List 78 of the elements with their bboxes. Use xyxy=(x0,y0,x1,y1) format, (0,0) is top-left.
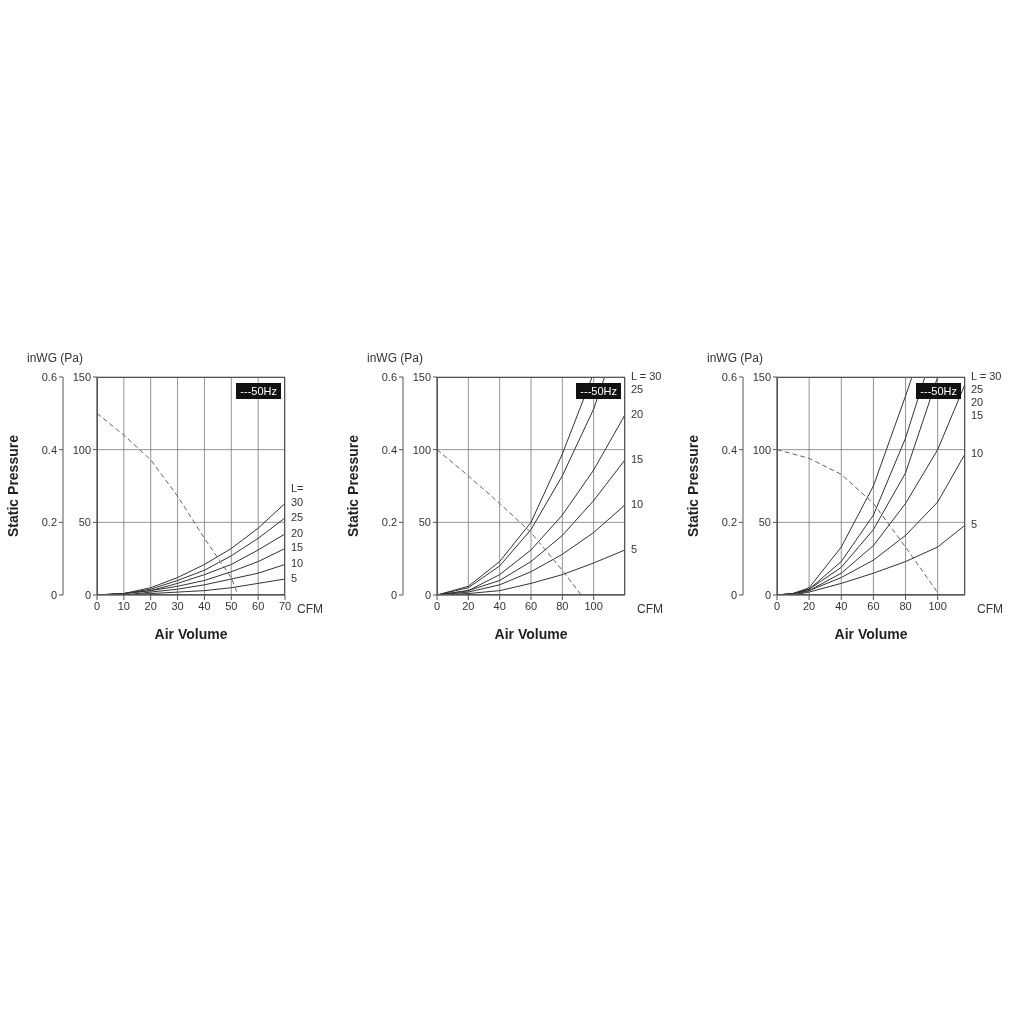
x-tick-label: 60 xyxy=(524,599,538,612)
series-label: 15 xyxy=(971,409,984,422)
annotation: ---50Hz xyxy=(576,383,621,399)
y-tick-label: 0.6 xyxy=(721,370,737,383)
y2-tick-label: 150 xyxy=(72,370,91,383)
y-tick-label: 0 xyxy=(50,588,57,601)
series-label: 5 xyxy=(971,518,978,532)
text: inWG (Pa) xyxy=(367,351,424,365)
annotation: ---50Hz xyxy=(916,383,961,399)
y-tick-label: 0.2 xyxy=(381,516,397,529)
y2-tick-label: 50 xyxy=(418,516,431,529)
x-tick-label: 60 xyxy=(867,599,880,612)
series-label: 10 xyxy=(291,557,304,571)
annotation: ---50Hz xyxy=(236,383,281,399)
y-tick-label: 0.2 xyxy=(721,516,737,529)
y2-tick-label: 100 xyxy=(72,443,91,456)
y-tick-label: 0.4 xyxy=(381,443,397,456)
series-label: 10 xyxy=(971,447,984,461)
series-label: 15 xyxy=(291,541,304,555)
y-tick-label: 0.6 xyxy=(41,370,57,383)
y2-tick-label: 0 xyxy=(424,588,431,601)
x-axis-title: Air Volume xyxy=(154,626,228,642)
x-tick-label: 50 xyxy=(225,599,238,612)
series-label: 5 xyxy=(291,572,298,585)
y2-tick-label: 100 xyxy=(752,443,771,456)
x-tick-label: 40 xyxy=(493,599,506,612)
x-tick-label: 70 xyxy=(278,599,292,612)
text: CFM xyxy=(637,602,663,616)
y-axis-title: Static Pressure xyxy=(344,434,361,537)
x-tick-label: 10 xyxy=(117,599,130,612)
x-tick-label: 20 xyxy=(803,599,816,612)
series-label: 20 xyxy=(631,407,644,421)
series-label: 20 xyxy=(291,526,304,540)
x-tick-label: 40 xyxy=(835,599,848,612)
x-tick-label: 20 xyxy=(462,599,475,612)
y-tick-label: 0.2 xyxy=(41,516,57,529)
x-tick-label: 0 xyxy=(433,599,441,612)
y-tick-label: 0.4 xyxy=(721,443,737,456)
y2-tick-label: 100 xyxy=(412,443,431,456)
text: L = 30 xyxy=(971,370,1002,383)
x-axis-title: Air Volume xyxy=(494,626,568,642)
y-tick-label: 0.6 xyxy=(381,370,397,383)
x-tick-label: 80 xyxy=(899,599,912,612)
y-axis-title: Static Pressure xyxy=(684,434,701,537)
x-tick-label: 0 xyxy=(93,599,101,612)
y-tick-label: 0 xyxy=(730,588,737,601)
series-label: 10 xyxy=(631,497,644,511)
y-tick-label: 0.4 xyxy=(41,443,57,456)
text: 25 xyxy=(971,383,984,396)
text: inWG (Pa) xyxy=(27,351,84,365)
series-label: 30 xyxy=(291,496,304,510)
x-tick-label: 100 xyxy=(928,599,947,612)
x-tick-label: 40 xyxy=(198,599,211,612)
x-tick-label: 100 xyxy=(584,599,603,612)
y2-tick-label: 150 xyxy=(752,370,771,383)
series-label: 5 xyxy=(631,542,638,556)
x-tick-label: 30 xyxy=(171,599,184,612)
text: L= xyxy=(291,482,304,495)
text: inWG (Pa) xyxy=(707,351,764,365)
series-label: 15 xyxy=(631,452,644,466)
x-tick-label: 20 xyxy=(144,599,157,612)
y2-tick-label: 0 xyxy=(764,588,771,601)
text: 20 xyxy=(971,396,984,409)
y2-tick-label: 50 xyxy=(758,516,771,529)
text: L = 30 xyxy=(631,370,662,383)
y2-tick-label: 50 xyxy=(78,516,91,529)
x-axis-title: Air Volume xyxy=(834,626,908,642)
text: CFM xyxy=(297,602,323,616)
x-tick-label: 0 xyxy=(773,599,781,612)
y2-tick-label: 0 xyxy=(84,588,91,601)
y2-tick-label: 150 xyxy=(412,370,431,383)
text: 25 xyxy=(631,383,644,396)
x-tick-label: 60 xyxy=(252,599,265,612)
y-axis-title: Static Pressure xyxy=(4,434,21,537)
series-label: 25 xyxy=(291,510,304,524)
y-tick-label: 0 xyxy=(390,588,397,601)
x-tick-label: 80 xyxy=(556,599,569,612)
text: CFM xyxy=(977,602,1003,616)
